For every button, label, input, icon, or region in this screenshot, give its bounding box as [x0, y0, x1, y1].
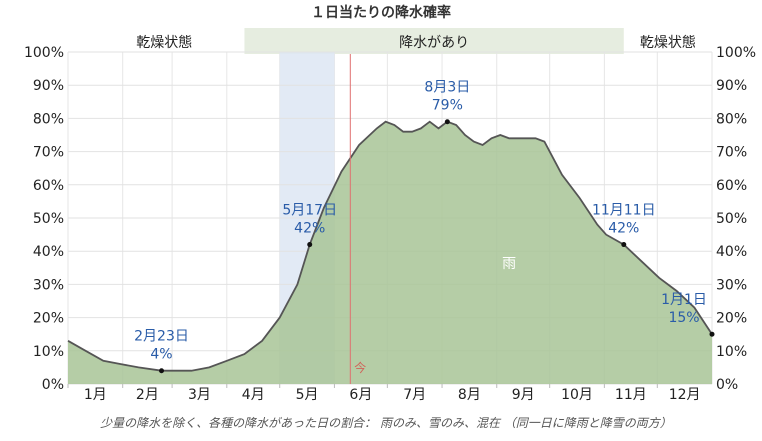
series-line-rain — [67, 120, 713, 372]
season-label-dry: 乾燥状態 — [640, 35, 696, 51]
month-label: 11月 — [615, 387, 647, 403]
y-tick-right: 10% — [716, 344, 747, 360]
y-tick-left: 40% — [33, 244, 64, 260]
y-tick-left: 0% — [42, 377, 64, 393]
month-label: 3月 — [188, 387, 211, 403]
y-tick-right: 30% — [716, 277, 747, 293]
month-label: 5月 — [296, 387, 319, 403]
annotation-date: 1月1日 — [661, 292, 707, 308]
month-label: 7月 — [403, 387, 426, 403]
chart-caption: 少量の降水を除く、各種の降水があった日の割合： 雨のみ、雪のみ、混在 （同一日に… — [100, 416, 672, 430]
y-tick-right: 80% — [716, 111, 747, 127]
y-tick-right: 0% — [716, 377, 738, 393]
annotation-date: 11月11日 — [592, 203, 656, 219]
y-tick-right: 70% — [716, 145, 747, 161]
annotation-date: 2月23日 — [134, 329, 189, 345]
annotation-value: 4% — [150, 347, 172, 363]
today-label: 今 — [354, 360, 366, 375]
annotation-date: 5月17日 — [282, 203, 337, 219]
season-label-dry: 乾燥状態 — [136, 35, 192, 51]
month-label: 6月 — [349, 387, 372, 403]
annotation-dot — [159, 368, 165, 374]
annotation-value: 15% — [668, 310, 699, 326]
y-tick-left: 80% — [33, 111, 64, 127]
y-tick-left: 50% — [33, 211, 64, 227]
month-label: 12月 — [669, 387, 701, 403]
y-tick-left: 100% — [24, 45, 64, 61]
annotation-dot — [709, 331, 715, 337]
y-tick-left: 60% — [33, 178, 64, 194]
month-label: 1月 — [84, 387, 107, 403]
y-tick-left: 30% — [33, 277, 64, 293]
y-tick-left: 90% — [33, 78, 64, 94]
annotation-dot — [621, 242, 627, 248]
series-area-rain — [68, 121, 712, 384]
y-tick-right: 60% — [716, 178, 747, 194]
y-tick-left: 20% — [33, 311, 64, 327]
season-label-wet: 降水があり — [399, 35, 469, 51]
y-tick-right: 50% — [716, 211, 747, 227]
month-label: 2月 — [136, 387, 159, 403]
y-tick-left: 10% — [33, 344, 64, 360]
y-tick-right: 90% — [716, 78, 747, 94]
annotation-value: 42% — [608, 221, 639, 237]
y-tick-left: 70% — [33, 145, 64, 161]
month-label: 10月 — [561, 387, 593, 403]
series-label-rain: 雨 — [502, 256, 516, 272]
month-label: 4月 — [242, 387, 265, 403]
y-tick-right: 20% — [716, 311, 747, 327]
annotation-date: 8月3日 — [424, 80, 470, 96]
y-tick-right: 100% — [716, 45, 756, 61]
annotation-dot — [444, 119, 450, 125]
annotation-value: 79% — [432, 98, 463, 114]
annotation-value: 42% — [294, 221, 325, 237]
month-label: 9月 — [512, 387, 535, 403]
y-tick-right: 40% — [716, 244, 747, 260]
chart-title: １日当たりの降水確率 — [311, 4, 451, 21]
wet-season-band — [244, 28, 624, 54]
month-label: 8月 — [458, 387, 481, 403]
annotation-dot — [307, 242, 313, 248]
